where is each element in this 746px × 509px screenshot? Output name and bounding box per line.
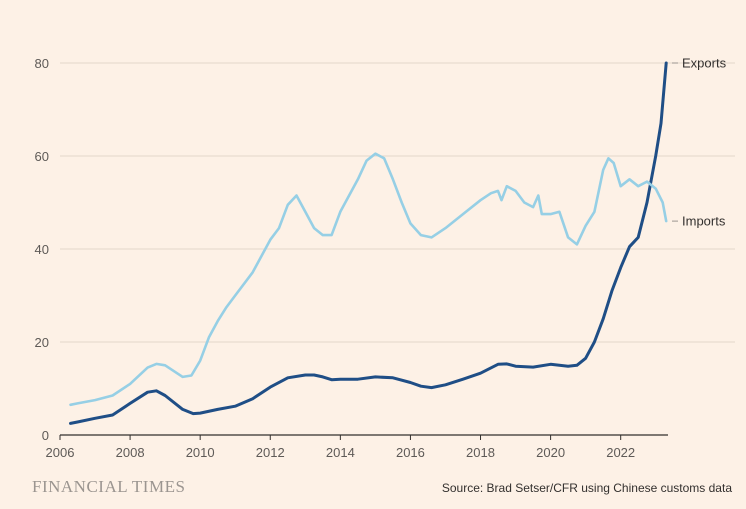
y-tick-label: 80: [35, 56, 49, 71]
y-tick-label: 60: [35, 149, 49, 164]
series-label-exports: Exports: [682, 56, 727, 71]
x-tick-label: 2006: [46, 445, 75, 460]
series-line-imports: [69, 152, 668, 407]
ft-logo: FINANCIAL TIMES: [32, 477, 186, 496]
x-tick-label: 2008: [116, 445, 145, 460]
x-tick-label: 2018: [466, 445, 495, 460]
x-tick-label: 2010: [186, 445, 215, 460]
y-tick-label: 40: [35, 242, 49, 257]
x-tick-label: 2020: [536, 445, 565, 460]
source-note: Source: Brad Setser/CFR using Chinese cu…: [441, 481, 732, 495]
y-tick-label: 20: [35, 335, 49, 350]
x-tick-label: 2012: [256, 445, 285, 460]
series-label-imports: Imports: [682, 214, 726, 229]
series-line-exports: [69, 61, 668, 425]
x-tick-label: 2016: [396, 445, 425, 460]
x-tick-label: 2014: [326, 445, 355, 460]
x-tick-label: 2022: [606, 445, 635, 460]
y-tick-label: 0: [42, 428, 49, 443]
